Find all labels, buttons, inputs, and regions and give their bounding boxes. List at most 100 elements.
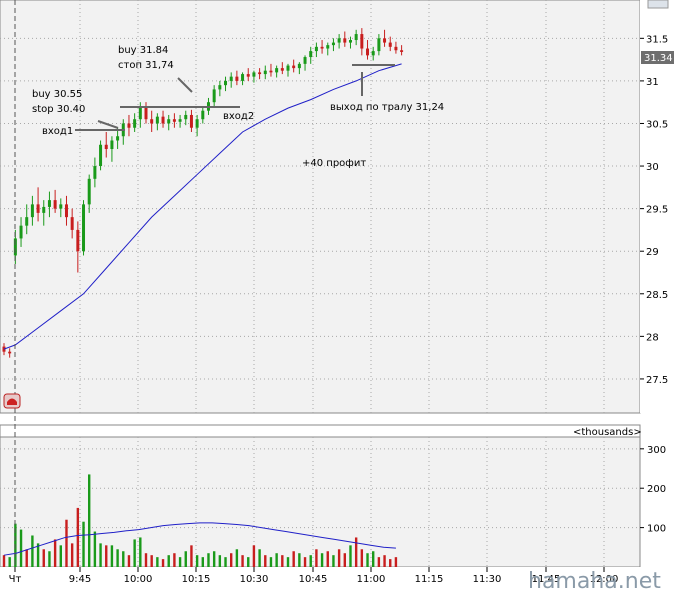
- candle-body: [280, 68, 284, 71]
- candle-body: [178, 119, 182, 122]
- candle-body: [314, 46, 318, 52]
- volume-bar: [93, 531, 97, 567]
- candlestick-series: [2, 28, 404, 358]
- candle-body: [172, 119, 176, 122]
- candle-body: [184, 114, 188, 120]
- candle-body: [70, 217, 74, 230]
- candle-body: [303, 57, 307, 64]
- annotation-buy2: buy 31.84: [118, 45, 168, 56]
- candle-body: [320, 46, 324, 49]
- candle-body: [263, 70, 267, 75]
- volume-bar: [99, 543, 102, 567]
- candle-body: [82, 204, 86, 252]
- alarm-icon[interactable]: [3, 393, 21, 409]
- time-tick-label: 11:15: [415, 574, 444, 585]
- volume-bar: [8, 557, 11, 567]
- volume-bar: [19, 529, 23, 567]
- candle-body: [343, 38, 347, 43]
- candle-body: [36, 204, 40, 213]
- volume-bar: [178, 557, 182, 567]
- moving-average-line: [3, 63, 402, 350]
- volume-bar: [122, 551, 125, 567]
- volume-bar: [105, 545, 108, 567]
- volume-axis-ticks: 100 200 300: [640, 445, 666, 535]
- candle-body: [269, 70, 273, 73]
- volume-bar: [110, 545, 114, 567]
- volume-bar: [173, 553, 176, 567]
- candle-body: [127, 123, 131, 128]
- candle-body: [252, 72, 256, 77]
- volume-bar: [315, 549, 318, 567]
- candle-body: [371, 51, 375, 56]
- annotation-stop1: stop 30.40: [32, 104, 85, 115]
- volume-bar: [230, 553, 233, 567]
- candle-body: [93, 166, 97, 179]
- volume-bar: [25, 549, 28, 567]
- volume-bar: [218, 555, 222, 567]
- volume-bar: [48, 551, 51, 567]
- candle-body: [64, 204, 68, 218]
- volume-bar: [252, 545, 256, 567]
- time-tick-label: 10:45: [299, 574, 328, 585]
- volume-bar: [377, 557, 381, 567]
- last-price-badge: [641, 51, 674, 64]
- volume-bar: [82, 521, 85, 567]
- volume-bar: [139, 537, 142, 567]
- candle-body: [42, 206, 46, 213]
- candle-body: [110, 140, 114, 150]
- candle-body: [133, 119, 137, 128]
- candle-body: [76, 229, 80, 252]
- candle-body: [309, 51, 313, 58]
- candle-body: [286, 65, 290, 71]
- time-tick-label: 10:15: [182, 574, 211, 585]
- time-tick-label: 11:00: [357, 574, 386, 585]
- candle-body: [292, 65, 296, 69]
- candle-body: [275, 68, 279, 73]
- volume-bar: [343, 553, 346, 567]
- candle-body: [388, 42, 392, 47]
- volume-tick-label: 200: [647, 484, 666, 495]
- volume-bar: [326, 551, 329, 567]
- candle-body: [258, 72, 262, 75]
- watermark: hamaha.net: [528, 569, 661, 592]
- volume-bar: [337, 549, 341, 567]
- time-tick-label: 10:00: [124, 574, 153, 585]
- time-tick-label: 11:30: [473, 574, 502, 585]
- volume-bar: [190, 545, 193, 567]
- entry1-pointer: [97, 120, 119, 129]
- price-tick-label: 29: [646, 247, 659, 258]
- price-axis-ticks: 27.5 28 28.5 29 29.5 30 30.5 31 31.5: [640, 34, 668, 386]
- volume-bar: [207, 553, 210, 567]
- candle-body: [25, 217, 29, 226]
- volume-bar: [161, 559, 165, 567]
- volume-bar: [2, 555, 6, 567]
- volume-bar: [281, 555, 284, 567]
- price-tick-label: 29.5: [646, 205, 668, 216]
- candle-body: [116, 136, 120, 141]
- price-tick-label: 31.5: [646, 34, 668, 45]
- volume-bar: [247, 557, 250, 567]
- time-tick-label: Чт: [9, 574, 22, 585]
- volume-bar: [309, 555, 312, 567]
- volume-bar: [372, 551, 375, 567]
- window-corner-icon[interactable]: [647, 0, 669, 9]
- candle-body: [99, 144, 103, 167]
- candle-body: [218, 85, 222, 90]
- candle-body: [366, 48, 370, 56]
- candle-body: [138, 106, 142, 120]
- candle-body: [19, 225, 23, 239]
- volume-bar: [349, 545, 352, 567]
- volume-bar: [394, 557, 398, 567]
- volume-bar: [88, 474, 91, 567]
- volume-bar: [360, 549, 364, 567]
- candle-body: [383, 38, 387, 43]
- candle-body: [246, 74, 250, 77]
- volume-bar: [127, 555, 131, 567]
- candle-body: [30, 204, 34, 218]
- last-price-label: 31.34: [644, 53, 673, 64]
- volume-header-bar: [0, 424, 641, 438]
- volume-bar: [264, 555, 267, 567]
- candle-body: [201, 110, 205, 120]
- volume-bar: [201, 557, 204, 567]
- candle-body: [161, 116, 165, 124]
